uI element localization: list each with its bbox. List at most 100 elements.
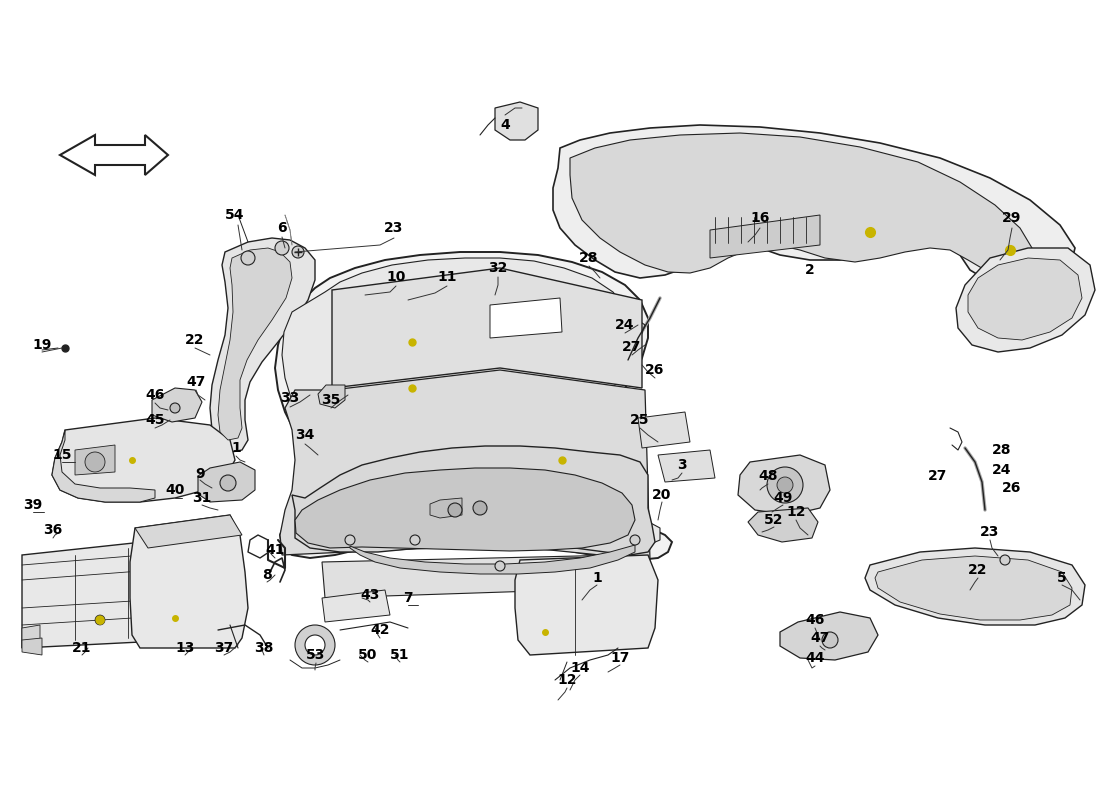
- Polygon shape: [22, 625, 40, 648]
- Polygon shape: [495, 102, 538, 140]
- Circle shape: [170, 403, 180, 413]
- Polygon shape: [295, 468, 635, 551]
- Text: 24: 24: [615, 318, 635, 332]
- Text: 47: 47: [186, 375, 206, 389]
- Text: 51: 51: [390, 648, 409, 662]
- Text: 24: 24: [992, 463, 1012, 477]
- Polygon shape: [490, 298, 562, 338]
- Polygon shape: [52, 430, 155, 502]
- Text: 38: 38: [254, 641, 274, 655]
- Text: 27: 27: [623, 340, 641, 354]
- Polygon shape: [22, 538, 180, 648]
- Text: 10: 10: [386, 270, 406, 284]
- Polygon shape: [968, 258, 1082, 340]
- Text: 22: 22: [968, 563, 988, 577]
- Polygon shape: [710, 215, 820, 258]
- Text: 43: 43: [361, 588, 379, 602]
- Circle shape: [630, 535, 640, 545]
- Circle shape: [495, 561, 505, 571]
- Text: 52: 52: [764, 513, 783, 527]
- Text: 35: 35: [321, 393, 341, 407]
- Text: 33: 33: [280, 391, 299, 405]
- Polygon shape: [210, 238, 315, 452]
- Polygon shape: [430, 498, 462, 518]
- Text: 22: 22: [185, 333, 205, 347]
- Polygon shape: [874, 556, 1072, 620]
- Circle shape: [220, 475, 236, 491]
- Text: 9: 9: [195, 467, 205, 481]
- Polygon shape: [218, 248, 292, 440]
- Polygon shape: [275, 252, 672, 560]
- Text: 28: 28: [992, 443, 1012, 457]
- Text: 1: 1: [231, 441, 241, 455]
- Text: 32: 32: [488, 261, 508, 275]
- Text: 20: 20: [652, 488, 672, 502]
- Circle shape: [1000, 555, 1010, 565]
- Polygon shape: [658, 450, 715, 482]
- Text: 21: 21: [73, 641, 91, 655]
- Text: 47: 47: [811, 631, 829, 645]
- Polygon shape: [780, 612, 878, 660]
- Text: 53: 53: [306, 648, 326, 662]
- Polygon shape: [282, 258, 660, 545]
- Circle shape: [295, 625, 336, 665]
- Text: 45: 45: [145, 413, 165, 427]
- Polygon shape: [748, 508, 818, 542]
- Circle shape: [292, 246, 304, 258]
- Polygon shape: [638, 412, 690, 448]
- Text: 6: 6: [277, 221, 287, 235]
- Polygon shape: [570, 133, 1032, 273]
- Circle shape: [305, 635, 324, 655]
- Text: 3: 3: [678, 458, 686, 472]
- Circle shape: [448, 503, 462, 517]
- Text: 12: 12: [786, 505, 805, 519]
- Polygon shape: [318, 385, 345, 408]
- Text: 49: 49: [773, 491, 793, 505]
- Circle shape: [345, 535, 355, 545]
- Polygon shape: [350, 545, 635, 574]
- Polygon shape: [152, 388, 202, 422]
- Text: 5: 5: [1057, 571, 1067, 585]
- Text: 7: 7: [404, 591, 412, 605]
- Polygon shape: [52, 418, 235, 502]
- Circle shape: [777, 477, 793, 493]
- Text: 48: 48: [758, 469, 778, 483]
- Text: 15: 15: [53, 448, 72, 462]
- Text: 26: 26: [646, 363, 664, 377]
- Text: 4: 4: [500, 118, 510, 132]
- Text: 23: 23: [980, 525, 1000, 539]
- Text: 29: 29: [1002, 211, 1022, 225]
- Polygon shape: [332, 268, 642, 388]
- Polygon shape: [553, 125, 1075, 285]
- Circle shape: [241, 251, 255, 265]
- Circle shape: [822, 632, 838, 648]
- Polygon shape: [22, 638, 42, 655]
- Circle shape: [85, 452, 104, 472]
- Text: 19: 19: [32, 338, 52, 352]
- Circle shape: [767, 467, 803, 503]
- Polygon shape: [956, 248, 1094, 352]
- Text: 23: 23: [384, 221, 404, 235]
- Text: 37: 37: [214, 641, 233, 655]
- Polygon shape: [60, 135, 168, 175]
- Text: 1: 1: [592, 571, 602, 585]
- Text: 13: 13: [175, 641, 195, 655]
- Circle shape: [275, 241, 289, 255]
- Text: 54: 54: [226, 208, 244, 222]
- Text: 31: 31: [192, 491, 211, 505]
- Polygon shape: [198, 462, 255, 502]
- Polygon shape: [75, 445, 116, 475]
- Text: 28: 28: [580, 251, 598, 265]
- Text: 17: 17: [610, 651, 629, 665]
- Text: 2: 2: [805, 263, 815, 277]
- Polygon shape: [865, 548, 1085, 625]
- Polygon shape: [135, 515, 242, 548]
- Polygon shape: [515, 555, 658, 655]
- Text: 46: 46: [805, 613, 825, 627]
- Circle shape: [473, 501, 487, 515]
- Text: 41: 41: [265, 543, 285, 557]
- Text: 14: 14: [570, 661, 590, 675]
- Polygon shape: [322, 590, 390, 622]
- Text: 27: 27: [928, 469, 948, 483]
- Circle shape: [410, 535, 420, 545]
